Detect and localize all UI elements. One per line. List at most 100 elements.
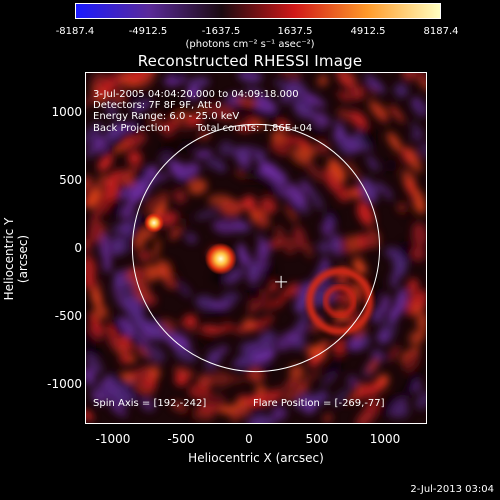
heatmap-blob	[207, 103, 234, 119]
heatmap-blob	[332, 120, 346, 133]
heatmap-blob	[325, 214, 336, 231]
heatmap-blob	[332, 235, 340, 252]
heatmap-blob	[288, 364, 305, 380]
heatmap-blob	[314, 140, 330, 156]
heatmap-blob	[195, 106, 209, 114]
heatmap-blob	[408, 329, 421, 346]
heatmap-blob	[182, 408, 197, 422]
heatmap-blob	[171, 401, 187, 412]
heatmap-blob	[413, 302, 422, 317]
heatmap-blob	[259, 196, 277, 214]
info-total-counts: Total counts: 1.86E+04	[196, 123, 313, 134]
heatmap-blob	[346, 374, 358, 386]
heatmap-blob	[86, 367, 96, 382]
heatmap-blob	[275, 184, 292, 200]
heatmap-blob	[301, 91, 326, 108]
heatmap-blob	[364, 74, 386, 94]
heatmap-blob	[304, 160, 325, 183]
heatmap-blob	[183, 314, 198, 327]
heatmap-blob	[283, 134, 296, 147]
heatmap-blob	[357, 334, 371, 349]
heatmap-blob	[186, 87, 200, 100]
heatmap-blob	[97, 384, 120, 404]
heatmap-blob	[257, 390, 281, 406]
heatmap-blob	[131, 84, 144, 99]
heatmap-blob	[173, 215, 189, 231]
heatmap-blob	[239, 254, 253, 267]
heatmap-blob	[136, 333, 150, 347]
heatmap-blob	[97, 154, 113, 172]
heatmap-blob	[282, 388, 303, 402]
heatmap-blob	[278, 73, 302, 81]
y-tick-label: 0	[74, 241, 82, 255]
heatmap-blob	[357, 382, 374, 400]
heatmap-blob	[219, 291, 240, 305]
info-energy-range: Energy Range: 6.0 - 25.0 keV	[93, 111, 240, 122]
heatmap-blob	[312, 111, 330, 128]
heatmap-blob	[125, 341, 135, 351]
heatmap-blob	[410, 129, 424, 141]
heatmap-blob	[105, 373, 120, 388]
heatmap-blob	[107, 382, 118, 392]
info-flare-position: Flare Position = [-269,-77]	[253, 398, 385, 409]
heatmap-blob	[243, 202, 262, 216]
heatmap-blob	[88, 312, 102, 334]
heatmap-blob	[105, 104, 119, 119]
heatmap-blob	[389, 105, 405, 123]
heatmap-blob	[250, 263, 261, 283]
heatmap-blob	[111, 94, 122, 105]
heatmap-blob	[217, 345, 229, 354]
heatmap-blob	[394, 83, 409, 98]
heatmap-blob	[300, 100, 313, 109]
heatmap-blob	[401, 73, 417, 82]
heatmap-blob	[264, 298, 277, 312]
heatmap-blob	[102, 248, 112, 274]
heatmap-blob	[159, 137, 181, 154]
heatmap-blob	[168, 261, 180, 287]
heatmap-blob	[155, 259, 171, 280]
heatmap-blob	[207, 349, 222, 364]
heatmap-blob	[408, 361, 423, 384]
heatmap-blob	[335, 185, 351, 202]
heatmap-blob	[186, 77, 211, 89]
heatmap-blob	[90, 389, 107, 405]
rhessi-image-plot: 3-Jul-2005 04:04:20.000 to 04:09:18.000 …	[85, 72, 427, 424]
heatmap-blob	[261, 180, 283, 197]
heatmap-blob	[398, 406, 410, 419]
heatmap-blob	[407, 278, 419, 295]
info-method: Back Projection	[93, 123, 170, 134]
heatmap-blob	[286, 80, 307, 98]
heatmap-blob	[177, 320, 199, 334]
heatmap-blob	[88, 219, 102, 243]
heatmap-blob	[170, 73, 185, 81]
heatmap-blob	[269, 141, 290, 156]
heatmap-blob	[243, 317, 255, 332]
heatmap-blob	[219, 201, 242, 217]
heatmap-blob	[348, 83, 364, 98]
heatmap-blob	[386, 131, 403, 153]
heatmap-blob	[410, 121, 421, 134]
heatmap-blob	[360, 132, 375, 149]
heatmap-blob	[173, 189, 187, 204]
heatmap-blob	[256, 215, 268, 227]
plot-title: Reconstructed RHESSI Image	[137, 52, 363, 70]
heatmap-blob	[284, 204, 298, 223]
heatmap-blob	[352, 134, 368, 151]
heatmap-blob	[300, 179, 313, 194]
colorbar-tick: 8187.4	[423, 26, 459, 37]
heatmap-blob	[370, 306, 386, 324]
heatmap-blob	[236, 394, 248, 401]
x-tick-label: 500	[305, 432, 329, 446]
heatmap-blob	[368, 377, 386, 398]
heatmap-blob	[413, 73, 426, 86]
colorbar-tick: -1637.5	[201, 26, 241, 37]
heatmap-blob	[402, 350, 419, 372]
heatmap-blob	[377, 393, 398, 416]
heatmap-blob	[107, 201, 121, 217]
ring-feature	[306, 267, 374, 335]
heatmap-blob	[132, 120, 144, 130]
colorbar-tick: -4912.5	[128, 26, 168, 37]
heatmap-blob	[185, 232, 197, 244]
heatmap-blob	[107, 334, 123, 352]
heatmap-blob	[335, 136, 354, 156]
